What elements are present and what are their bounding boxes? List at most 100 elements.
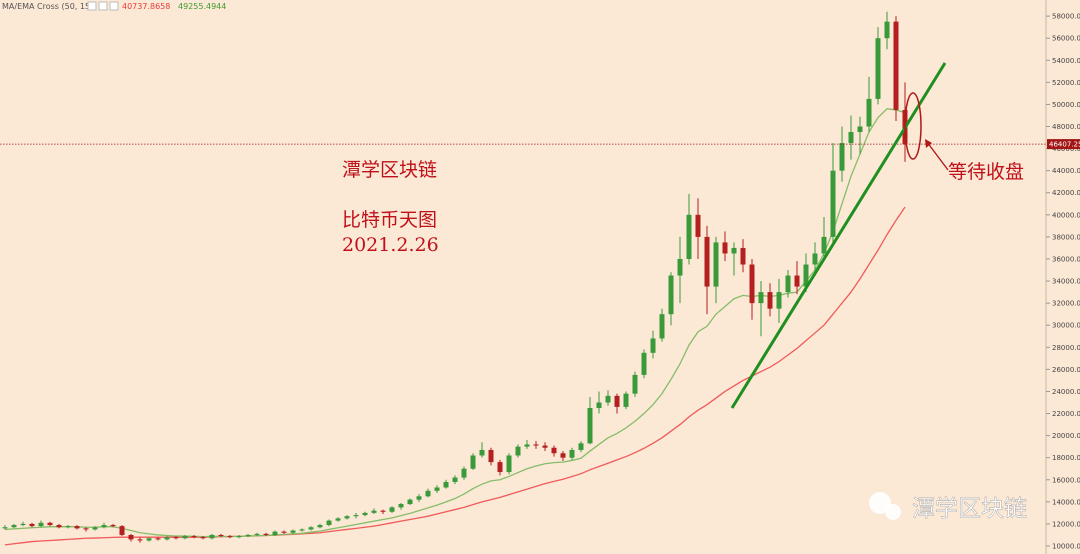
candle-body: [470, 455, 476, 469]
trend-line: [730, 62, 947, 409]
candle-body: [821, 236, 827, 254]
candle-body: [146, 538, 152, 541]
candle-body: [497, 462, 503, 473]
highlight-circle: [904, 92, 922, 160]
candle-body: [893, 21, 899, 110]
candle-body: [605, 395, 611, 403]
candle-body: [875, 38, 881, 99]
candle-body: [767, 292, 773, 309]
candle-body: [884, 21, 890, 39]
last-price-label: 46407.25: [1049, 141, 1080, 149]
candle-body: [434, 487, 440, 491]
candle-body: [92, 527, 98, 530]
candle-body: [200, 537, 206, 539]
candle-body: [839, 143, 845, 171]
y-tick-label: 34000.00: [1052, 278, 1080, 286]
candle-body: [560, 453, 566, 458]
candle-body: [227, 536, 233, 538]
candle-body: [857, 126, 863, 133]
candle-body: [407, 499, 413, 505]
arrow: [926, 141, 949, 171]
candle-body: [38, 522, 44, 527]
candle-body: [461, 468, 467, 478]
candle-body: [686, 214, 692, 259]
candle-body: [677, 258, 683, 276]
candle-body: [362, 512, 368, 516]
y-tick-label: 44000.00: [1052, 167, 1080, 175]
candle-body: [119, 526, 125, 535]
candle-body: [551, 447, 557, 454]
y-tick-label: 20000.00: [1052, 432, 1080, 440]
candle-body: [191, 536, 197, 538]
candle-body: [353, 515, 359, 517]
candle-body: [47, 522, 53, 526]
candle-body: [272, 531, 278, 535]
candle-body: [794, 275, 800, 287]
candle-body: [443, 481, 449, 488]
candle-body: [641, 352, 647, 375]
icon: [109, 1, 119, 11]
ma-fast-line: [4, 108, 906, 538]
y-tick-label: 56000.00: [1052, 35, 1080, 43]
y-tick-label: 16000.00: [1052, 476, 1080, 484]
candle-body: [182, 536, 188, 539]
candle-body: [164, 537, 170, 540]
y-tick-label: 42000.00: [1052, 189, 1080, 197]
candle-body: [695, 214, 701, 237]
wechat-icon: [869, 492, 891, 514]
y-tick-label: 18000.00: [1052, 454, 1080, 462]
indicator-value: 40737.8658: [122, 2, 170, 11]
arrow-head: [925, 139, 932, 148]
candle-body: [515, 446, 521, 456]
candle-body: [281, 531, 287, 533]
candle-body: [623, 393, 629, 407]
candle-body: [776, 292, 782, 309]
y-tick-label: 50000.00: [1052, 101, 1080, 109]
candle-body: [785, 275, 791, 293]
candle-body: [389, 507, 395, 512]
y-tick-label: 40000.00: [1052, 211, 1080, 219]
y-tick-label: 54000.00: [1052, 57, 1080, 65]
candle-body: [254, 533, 260, 535]
candle-body: [596, 402, 602, 409]
annotation: 等待收盘: [948, 161, 1024, 183]
y-tick-label: 22000.00: [1052, 410, 1080, 418]
candle-body: [335, 518, 341, 521]
candle-body: [398, 504, 404, 508]
candle-body: [479, 449, 485, 456]
candle-body: [317, 525, 323, 528]
candle-body: [713, 242, 719, 287]
candle-body: [803, 264, 809, 287]
candle-body: [425, 490, 431, 497]
watermark: 潭学区块链: [869, 492, 1027, 522]
candle-body: [650, 338, 656, 353]
indicator-name: MA/EMA Cross (50, 15): [2, 2, 93, 11]
candle-body: [380, 510, 386, 512]
candle-body: [218, 534, 224, 537]
y-tick-label: 52000.00: [1052, 79, 1080, 87]
icon: [87, 1, 97, 11]
candle-body: [722, 242, 728, 254]
y-tick-label: 32000.00: [1052, 300, 1080, 308]
candle-body: [731, 247, 737, 254]
candle-body: [344, 516, 350, 519]
candle-body: [11, 525, 17, 528]
y-tick-label: 58000.00: [1052, 13, 1080, 21]
candle-body: [2, 527, 8, 529]
icon: [98, 1, 108, 11]
candle-body: [56, 525, 62, 528]
candle-body: [668, 275, 674, 315]
candle-body: [452, 477, 458, 482]
candle-body: [704, 236, 710, 287]
candle-body: [29, 523, 35, 527]
candle-body: [263, 533, 269, 535]
candle-body: [137, 539, 143, 541]
y-tick-label: 36000.00: [1052, 255, 1080, 263]
candle-body: [209, 534, 215, 539]
candle-body: [155, 538, 161, 540]
y-tick-label: 14000.00: [1052, 498, 1080, 506]
y-tick-label: 30000.00: [1052, 322, 1080, 330]
candle-body: [236, 536, 242, 538]
